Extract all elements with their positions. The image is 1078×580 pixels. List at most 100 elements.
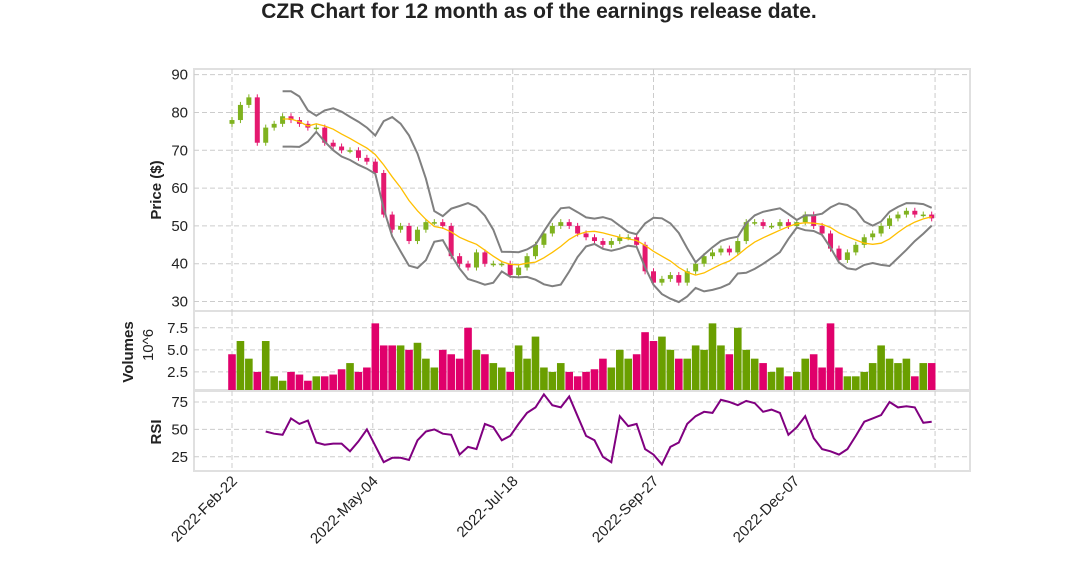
candle-body [566, 222, 572, 226]
candle-body [246, 97, 252, 105]
volume-bar [573, 376, 582, 390]
volume-bar [413, 342, 422, 390]
volume-bar [725, 354, 734, 390]
volume-bar [481, 354, 489, 390]
candle-body [743, 222, 749, 242]
volume-bar [734, 327, 742, 390]
candle-body [414, 229, 420, 242]
candle-body [372, 161, 378, 173]
candle-body [642, 244, 648, 272]
volume-y-tick-label: 5.0 [167, 342, 188, 359]
candle-body [313, 127, 319, 130]
volume-bar [658, 336, 666, 390]
bollinger-upper-line [282, 90, 933, 264]
volume-bar [438, 349, 447, 390]
rsi-panel-frame [193, 390, 971, 472]
x-tick-label: 2022-Dec-07 [730, 473, 803, 546]
volume-bar [759, 363, 767, 390]
candle-body [482, 252, 488, 264]
candle-body [828, 233, 834, 249]
volume-bar [489, 363, 498, 390]
volume-bar [354, 371, 363, 390]
candle-body [473, 252, 479, 268]
candle-body [591, 237, 597, 242]
candle-body [398, 225, 404, 230]
volume-bar [877, 345, 885, 390]
candle-body [448, 225, 454, 257]
volume-bar [337, 369, 346, 390]
candle-body [726, 248, 732, 253]
volume-bar [590, 369, 599, 390]
candle-body [684, 271, 690, 283]
volume-bar [497, 367, 506, 390]
candle-body [440, 222, 446, 226]
volume-bar [809, 354, 818, 390]
price-y-tick-label: 40 [171, 256, 188, 273]
volume-bar [599, 358, 607, 390]
candle-body [718, 248, 724, 253]
candle-body [465, 263, 471, 268]
volume-bar [708, 323, 717, 390]
candle-body [322, 127, 328, 143]
price-y-tick-label: 50 [171, 218, 188, 235]
chart-title: CZR Chart for 12 month as of the earning… [261, 0, 816, 23]
candle-body [583, 233, 589, 238]
volume-bar [464, 327, 472, 390]
volume-bar [742, 349, 751, 390]
volume-bar [801, 358, 810, 390]
x-tick-label: 2022-Sep-27 [589, 473, 662, 546]
candle-body [347, 150, 353, 152]
volume-y-tick-label: 7.5 [167, 320, 188, 337]
volume-unit-label: 10^6 [140, 329, 157, 361]
candle-body [844, 252, 850, 260]
volume-bar [506, 371, 514, 390]
rsi-y-tick-label: 75 [171, 394, 188, 411]
candle-body [769, 225, 775, 228]
volume-bar [607, 367, 616, 390]
volume-bar [919, 363, 928, 390]
candle-body [575, 225, 581, 234]
volume-bar [767, 371, 776, 390]
candle-body [836, 248, 842, 260]
candle-body [600, 241, 606, 245]
candle-body [507, 263, 513, 276]
volume-bar [885, 358, 894, 390]
x-tick-label: 2022-May-04 [307, 473, 382, 548]
volume-bar [472, 349, 481, 390]
volume-bar [843, 376, 852, 390]
volume-bar [396, 345, 405, 390]
price-y-tick-label: 30 [171, 294, 188, 311]
candle-body [229, 120, 235, 124]
candle-body [760, 222, 766, 226]
candle-body [237, 104, 243, 121]
candle-body [355, 150, 361, 158]
candle-body [701, 256, 707, 264]
volume-bar [236, 341, 245, 390]
rsi-ylabel: RSI [148, 419, 165, 444]
candle-body [608, 241, 614, 245]
volume-bar [287, 371, 295, 390]
volume-bar [826, 323, 835, 390]
candle-body [651, 271, 656, 283]
candle-body [431, 222, 437, 224]
candle-body [920, 214, 926, 217]
volume-bar [852, 376, 860, 390]
volume-bar [540, 367, 548, 390]
rsi-y-tick-label: 25 [171, 449, 188, 466]
candle-body [516, 267, 522, 276]
rsi-y-tick-label: 50 [171, 421, 188, 438]
price-y-tick-label: 60 [171, 180, 188, 197]
candle-body [667, 275, 673, 279]
volume-bar [548, 371, 557, 390]
candle-body [558, 222, 564, 226]
volume-bar [346, 363, 354, 390]
candle-body [811, 214, 817, 226]
volume-bar [531, 336, 540, 390]
volume-bar [228, 354, 236, 390]
volume-bar [632, 354, 641, 390]
volume-bar [717, 345, 725, 390]
volume-bar [455, 358, 464, 390]
price-y-tick-label: 80 [171, 104, 188, 121]
volume-bar [363, 367, 371, 390]
volume-bar [320, 376, 329, 390]
